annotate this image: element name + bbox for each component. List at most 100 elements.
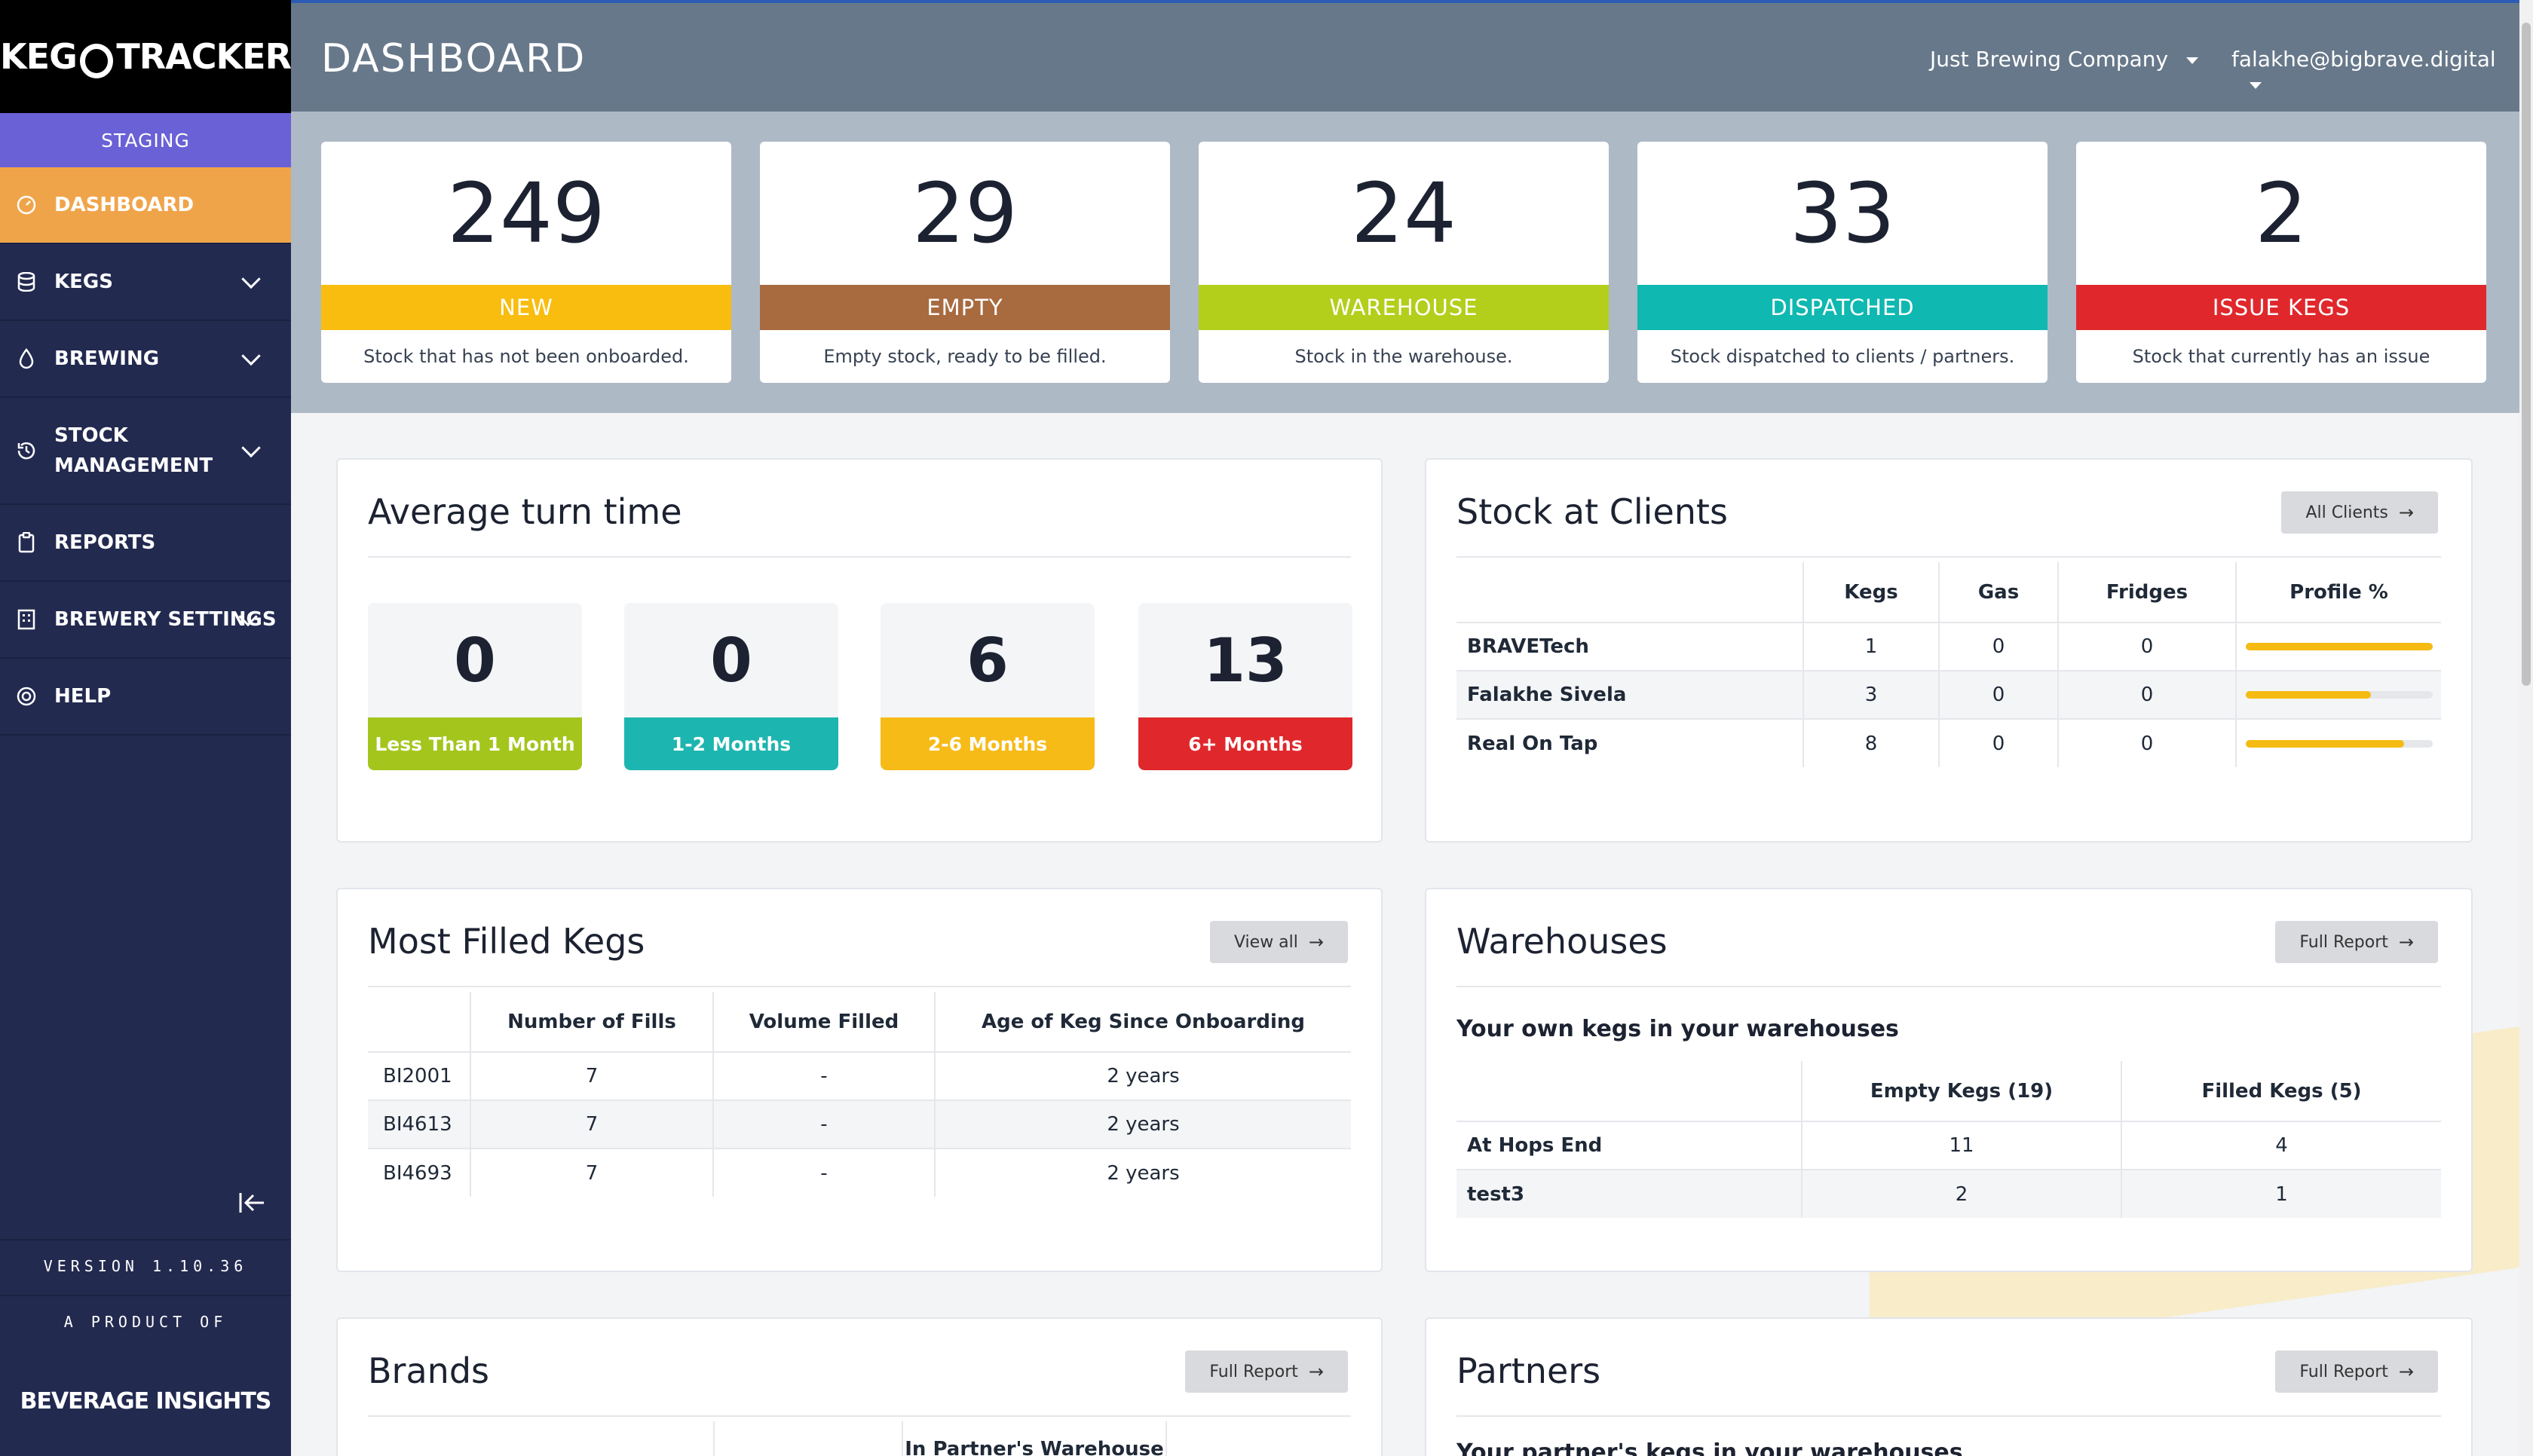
table-row[interactable]: BI2001 7 - 2 years [368,1051,1351,1100]
table-row[interactable]: BI4693 7 - 2 years [368,1148,1351,1197]
environment-badge: STAGING [0,113,291,167]
sidebar-divider [0,1239,291,1240]
arrow-right-icon: → [1308,931,1324,953]
kegs-count: 8 [1803,718,1939,767]
turn-tile-less-than-1-month[interactable]: 0 Less Than 1 Month [368,603,582,770]
stat-card-empty[interactable]: 29 EMPTY Empty stock, ready to be filled… [760,142,1170,383]
nav-stock-line1: STOCK [54,424,128,447]
company-dropdown[interactable]: Just Brewing Company [1930,47,2199,72]
stat-description: Stock that currently has an issue [2132,346,2430,367]
nav-brewery-settings[interactable]: BREWERY SETTINGS [0,582,291,659]
full-report-button[interactable]: Full Report → [2275,1350,2438,1393]
stat-card-issue-kegs[interactable]: 2 ISSUE KEGS Stock that currently has an… [2076,142,2486,383]
profile-cell [2235,670,2441,719]
filled-kegs: 1 [2121,1169,2441,1218]
column-header: Profile % [2235,562,2441,622]
volume-filled: - [712,1051,935,1100]
scrollbar-thumb[interactable] [2522,23,2531,686]
card-title: Warehouses [1456,921,1668,962]
turn-value: 13 [1203,625,1288,696]
stat-label: DISPATCHED [1637,285,2048,330]
full-report-button[interactable]: Full Report → [1185,1350,1348,1393]
stat-card-warehouse[interactable]: 24 WAREHOUSE Stock in the warehouse. [1199,142,1609,383]
empty-kegs: 11 [1801,1121,2121,1170]
stat-label: ISSUE KEGS [2076,285,2486,330]
table-row[interactable]: Falakhe Sivela 3 0 0 [1456,670,2441,719]
partners-card: Partners Full Report → Your partner's keg… [1425,1317,2473,1456]
nav-stock-line2: MANAGEMENT [54,454,213,477]
nav-kegs[interactable]: KEGS [0,244,291,321]
turn-tile-6-plus-months[interactable]: 13 6+ Months [1138,603,1352,770]
arrow-right-icon: → [2398,1361,2414,1382]
turn-label: 1-2 Months [624,717,838,770]
turn-tile-1-2-months[interactable]: 0 1-2 Months [624,603,838,770]
nav-stock-management[interactable]: STOCK MANAGEMENT [0,398,291,505]
nav-help[interactable]: HELP [0,659,291,736]
stat-card-dispatched[interactable]: 33 DISPATCHED Stock dispatched to client… [1637,142,2048,383]
turn-value: 0 [710,625,752,696]
table-row[interactable]: BI4613 7 - 2 years [368,1100,1351,1149]
stat-value: 24 [1351,165,1456,262]
table-header-row: Empty Kegs (19) Filled Kegs (5) [1456,1061,2441,1121]
arrow-right-icon: → [2398,502,2414,523]
full-report-button[interactable]: Full Report → [2275,921,2438,963]
stat-value: 29 [912,165,1018,262]
nav-reports[interactable]: REPORTS [0,505,291,582]
column-header [1456,562,1803,622]
card-divider [368,986,1351,987]
warehouse-name: At Hops End [1456,1121,1802,1170]
card-subtitle: Your own kegs in your warehouses [1456,1016,1899,1042]
all-clients-button[interactable]: All Clients → [2281,491,2438,534]
gas-count: 0 [1938,718,2058,767]
fill-count: 7 [470,1148,713,1197]
warehouses-table: Empty Kegs (19) Filled Kegs (5) At Hops … [1456,1061,2441,1218]
button-label: Full Report [2299,1362,2388,1381]
page-scrollbar[interactable] [2519,0,2533,1456]
kegtracker-logo[interactable]: KEG TRACKER [0,0,292,113]
column-header: Volume Filled [712,992,935,1052]
profile-cell [2235,718,2441,767]
card-title: Most Filled Kegs [368,921,645,962]
fill-count: 7 [470,1051,713,1100]
beverage-insights-logo: BEVERAGE INSIGHTS [20,1388,272,1415]
gas-count: 0 [1938,670,2058,719]
view-all-button[interactable]: View all → [1209,921,1348,963]
gauge-icon [15,194,38,216]
profile-progress-fill [2245,643,2433,650]
card-title: Partners [1456,1350,1601,1391]
stat-value: 249 [447,165,605,262]
table-row[interactable]: At Hops End 11 4 [1456,1121,2441,1170]
turn-value: 6 [966,625,1009,696]
column-header: In Partner's Warehouse [905,1438,1164,1456]
top-header: DASHBOARD Just Brewing Company falakhe@b… [291,0,2519,112]
column-header [368,992,470,1052]
keg-age: 2 years [934,1100,1351,1149]
stat-card-new[interactable]: 249 NEW Stock that has not been onboarde… [321,142,731,383]
nav-dashboard[interactable]: DASHBOARD [0,167,291,244]
turn-tile-2-6-months[interactable]: 6 2-6 Months [881,603,1095,770]
column-divider [1165,1421,1167,1456]
table-row[interactable]: BRAVETech 1 0 0 [1456,622,2441,671]
column-header: Number of Fills [470,992,713,1052]
keg-id: BI4613 [368,1100,470,1149]
nav-brewing[interactable]: BREWING [0,321,291,398]
profile-cell [2235,622,2441,671]
column-header [1456,1061,1802,1121]
client-name: Falakhe Sivela [1456,670,1803,719]
profile-progress-fill [2245,739,2405,748]
stat-band: 249 NEW Stock that has not been onboarde… [291,112,2519,413]
client-name: BRAVETech [1456,622,1803,671]
lifebuoy-icon [15,685,38,708]
table-row[interactable]: test3 2 1 [1456,1169,2441,1218]
warehouses-card: Warehouses Full Report → Your own kegs in… [1425,888,2473,1272]
caret-down-icon [2186,57,2199,64]
table-row[interactable]: Real On Tap 8 0 0 [1456,718,2441,767]
card-title: Stock at Clients [1456,491,1728,532]
collapse-sidebar-icon[interactable] [238,1188,267,1221]
user-dropdown[interactable]: falakhe@bigbrave.digital [2231,47,2519,96]
turn-label: 2-6 Months [881,717,1095,770]
profile-progress-bar [2245,643,2433,650]
company-name: Just Brewing Company [1930,47,2169,72]
table-header-row: Kegs Gas Fridges Profile % [1456,562,2441,622]
card-divider [368,1415,1351,1417]
